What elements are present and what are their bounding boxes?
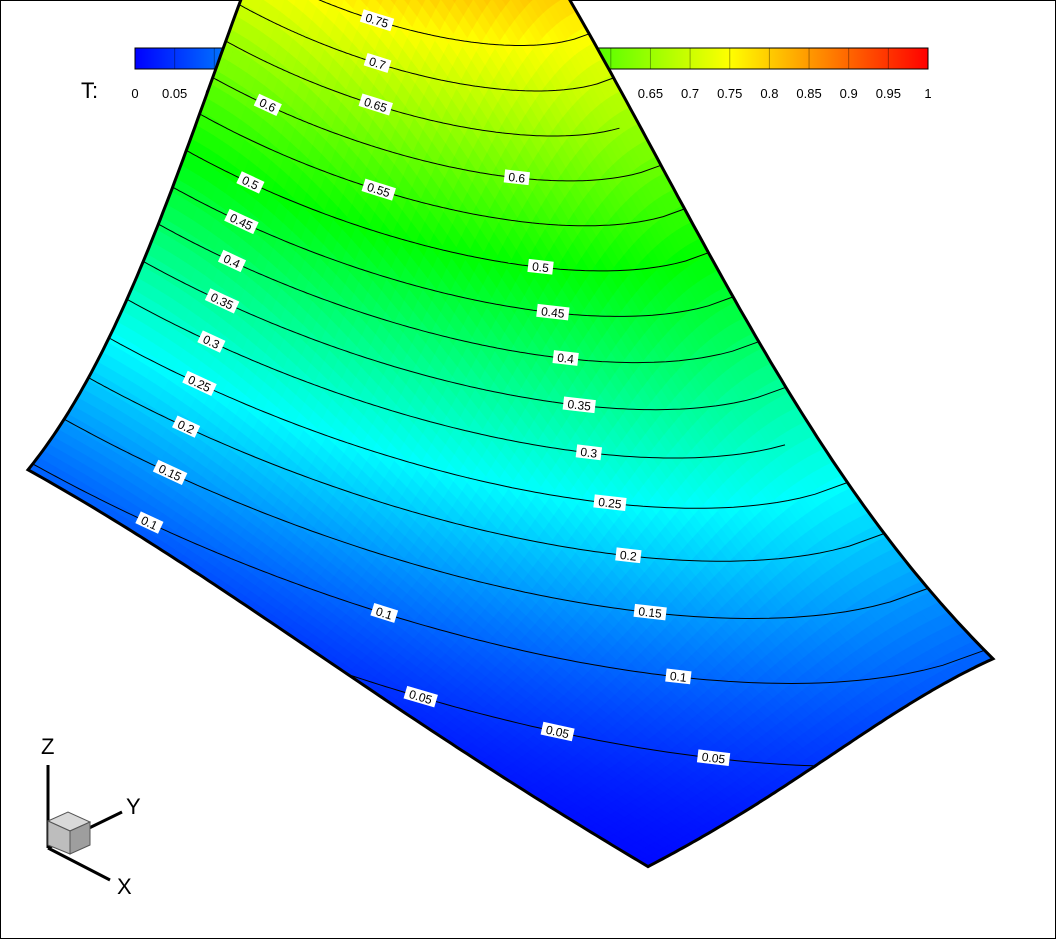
triad-z-label: Z (41, 734, 54, 759)
contour-label: 0.05 (696, 749, 731, 767)
contour-label: 0.4 (217, 249, 247, 273)
contour-label: 0.5 (527, 258, 554, 275)
colorbar-tick-label: 0.8 (760, 86, 778, 101)
colorbar-tick-label: 0.95 (876, 86, 901, 101)
colorbar-tick-label: 0.05 (162, 86, 187, 101)
axis-triad: Z Y X (41, 734, 141, 899)
colorbar-tick-label: 0 (131, 86, 138, 101)
contour-label: 0.5 (236, 171, 265, 194)
contour-label: 0.2 (615, 547, 642, 564)
colorbar-tick-label: 0.65 (638, 86, 663, 101)
contour-label: 0.05 (403, 685, 438, 708)
contour-label: 0.55 (361, 178, 396, 201)
colorbar-tick-label: 0.75 (717, 86, 742, 101)
orientation-cube-icon (46, 811, 92, 855)
contour-label: 0.1 (135, 511, 164, 534)
colorbar-title: T: (81, 78, 98, 103)
contour-label: 0.2 (172, 415, 201, 438)
contour-label: 0.7 (363, 52, 392, 73)
contour-label: 0.05 (540, 721, 575, 741)
contour-label: 0.65 (358, 93, 393, 116)
contour-label: 0.15 (633, 603, 667, 621)
contour-label: 0.6 (503, 169, 531, 186)
triad-y-label: Y (126, 794, 141, 819)
colorbar-tick-label: 1 (924, 86, 931, 101)
surface-plot: 0.9 0.8 0.85 0.7 0.75 0.45 0.5 0.6 0.65 0.55 0.6 0.… (25, 0, 996, 869)
surface-fill (27, 0, 994, 867)
contour-label: 0.75 (359, 9, 395, 32)
contour-label: 0.6 (253, 93, 282, 117)
contour-label: 0.4 (552, 350, 579, 366)
colorbar-tick-label: 0.85 (796, 86, 821, 101)
contour-label: 0.1 (665, 668, 692, 685)
colorbar-tick-label: 0.7 (681, 86, 699, 101)
contour-label: 0.3 (575, 444, 603, 461)
contour-label: 0.1 (370, 602, 399, 623)
triad-x-axis (47, 846, 111, 882)
contour-label: 0.35 (562, 396, 596, 414)
contour-label: 0.25 (593, 494, 627, 512)
triad-x-label: X (117, 874, 132, 899)
surface-outline (25, 0, 996, 869)
contour-label: 0.45 (536, 303, 570, 321)
colorbar-tick-label: 0.9 (840, 86, 858, 101)
contour-label: 0.3 (197, 330, 226, 353)
